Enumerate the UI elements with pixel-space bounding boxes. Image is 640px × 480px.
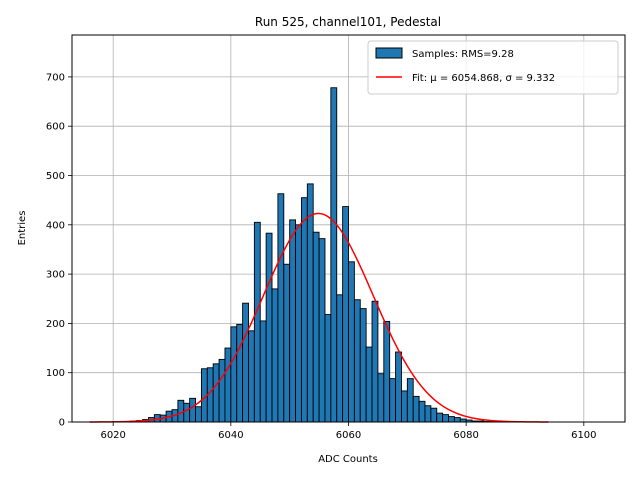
x-axis-label: ADC Counts — [318, 454, 378, 465]
histogram-bar — [236, 323, 244, 423]
y-tick-label: 400 — [46, 220, 65, 231]
histogram-bar — [259, 320, 267, 423]
histogram-bar — [189, 397, 196, 423]
histogram-bar — [265, 232, 273, 423]
y-tick-label: 500 — [46, 171, 65, 182]
y-tick-label: 100 — [46, 368, 65, 379]
histogram-bar — [324, 314, 332, 423]
histogram-bar — [418, 400, 426, 423]
legend-box — [367, 40, 619, 95]
histogram-bar — [289, 219, 297, 423]
histogram-bar — [348, 261, 355, 423]
histogram-bar — [230, 326, 238, 423]
histogram-bar — [400, 390, 408, 423]
histogram-bar — [412, 395, 420, 423]
fit-curve — [89, 212, 549, 423]
histogram-bar — [224, 347, 232, 423]
x-axis: 6020 6040 6060 6080 6100 — [100, 422, 597, 441]
histogram-bar — [389, 378, 397, 423]
y-tick-label: 600 — [46, 122, 65, 133]
histogram-bar — [183, 402, 191, 423]
x-tick-label: 6080 — [453, 430, 478, 441]
histogram-bar — [295, 224, 302, 423]
y-axis: 0 100 200 300 400 500 600 700 — [46, 72, 72, 429]
histogram-bar — [283, 263, 291, 423]
histogram-bar — [371, 300, 379, 423]
histogram-bar — [330, 87, 338, 423]
y-tick-label: 0 — [59, 418, 65, 429]
x-tick-label: 6040 — [218, 430, 243, 441]
y-tick-label: 200 — [46, 319, 65, 330]
histogram-bar — [312, 231, 320, 423]
histogram-bar — [195, 406, 202, 423]
histogram-bar — [365, 346, 373, 423]
legend-label-samples: Samples: RMS=9.28 — [412, 49, 514, 60]
y-tick-label: 700 — [46, 72, 65, 83]
legend-label-fit: Fit: μ = 6054.868, σ = 9.332 — [412, 73, 555, 84]
x-tick-label: 6100 — [571, 430, 596, 441]
histogram-bars — [130, 87, 497, 423]
y-tick-label: 300 — [46, 270, 65, 281]
histogram-bar — [177, 399, 185, 423]
histogram-bar — [248, 330, 255, 423]
histogram-bar — [442, 414, 449, 423]
histogram-bar — [453, 417, 461, 423]
histogram-bar — [448, 416, 455, 423]
histogram-bar — [424, 405, 432, 423]
histogram-bar — [242, 302, 249, 423]
histogram-bar — [353, 299, 361, 423]
histogram-bar — [395, 351, 402, 423]
histogram-bar — [430, 407, 438, 423]
legend-swatch-samples — [375, 47, 403, 59]
histogram-bar — [277, 193, 285, 423]
legend: Samples: RMS=9.28 Fit: μ = 6054.868, σ =… — [367, 40, 619, 95]
histogram-bar — [212, 363, 220, 423]
y-axis-label: Entries — [17, 211, 28, 246]
histogram-bar — [218, 358, 226, 423]
x-tick-label: 6060 — [336, 430, 361, 441]
chart-title: Run 525, channel101, Pedestal — [255, 15, 441, 29]
histogram-bar — [253, 221, 261, 423]
x-tick-label: 6020 — [100, 430, 125, 441]
histogram-bar — [271, 288, 279, 423]
histogram-bar — [336, 294, 344, 423]
histogram-bar — [406, 378, 414, 423]
histogram-bar — [318, 238, 326, 423]
histogram-bar — [436, 412, 444, 423]
histogram-bar — [300, 197, 308, 423]
histogram-bar — [383, 320, 391, 423]
histogram-bar — [359, 308, 367, 423]
histogram-bar — [377, 373, 385, 423]
histogram-bar — [306, 183, 314, 423]
